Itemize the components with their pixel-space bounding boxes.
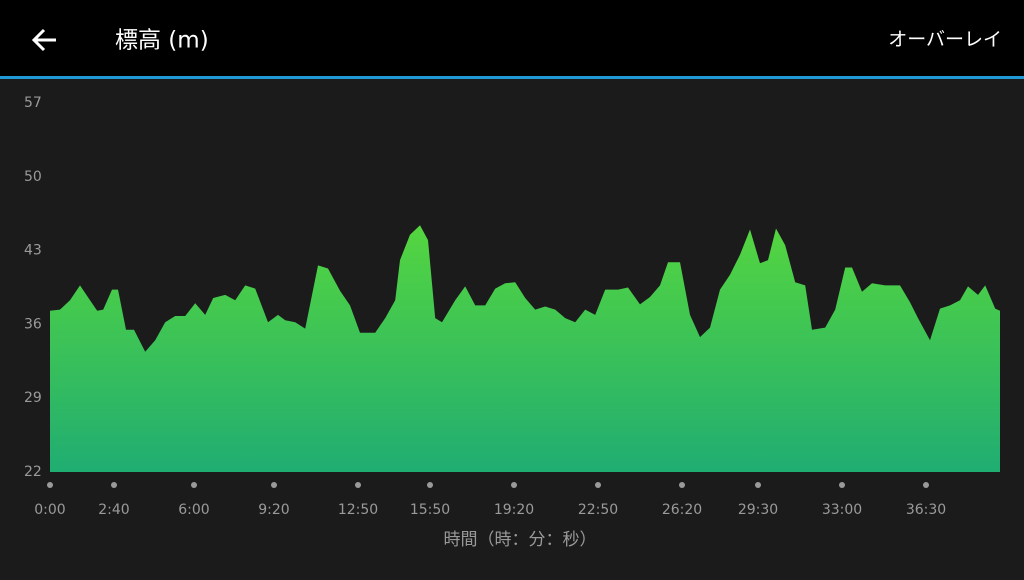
x-tick-dot (679, 482, 685, 488)
x-tick-label: 29:30 (738, 502, 778, 518)
y-tick-label: 29 (24, 390, 42, 406)
screen-title: 標高 (m) (115, 28, 209, 54)
y-tick-label: 50 (24, 169, 42, 185)
x-tick-dot (755, 482, 761, 488)
x-tick-label: 6:00 (178, 502, 209, 518)
x-tick-label: 22:50 (578, 502, 618, 518)
y-tick-label: 36 (24, 316, 42, 332)
x-tick-label: 12:50 (338, 502, 378, 518)
x-tick-dot (271, 482, 277, 488)
x-tick-label: 0:00 (34, 502, 65, 518)
elevation-area (50, 225, 1000, 472)
x-axis-title: 時間（時：分：秒） (444, 530, 597, 550)
y-tick-label: 57 (24, 95, 42, 111)
x-tick-dot (923, 482, 929, 488)
x-tick-label: 33:00 (822, 502, 862, 518)
x-tick-dot (595, 482, 601, 488)
x-tick-label: 36:30 (906, 502, 946, 518)
x-tick-dot (191, 482, 197, 488)
overlay-button[interactable]: オーバーレイ (888, 29, 1002, 51)
x-tick-dot (47, 482, 53, 488)
x-tick-dot (111, 482, 117, 488)
y-tick-label: 43 (24, 243, 42, 259)
app-bar (0, 0, 1024, 76)
y-tick-label: 22 (24, 464, 42, 480)
x-tick-label: 15:50 (410, 502, 450, 518)
back-button[interactable] (31, 28, 56, 52)
x-tick-label: 26:20 (662, 502, 702, 518)
x-tick-label: 9:20 (258, 502, 289, 518)
x-tick-dot (427, 482, 433, 488)
app-bar-accent (0, 76, 1024, 79)
x-tick-label: 19:20 (494, 502, 534, 518)
x-tick-dot (839, 482, 845, 488)
x-tick-dot (355, 482, 361, 488)
x-tick-label: 2:40 (98, 502, 129, 518)
x-tick-dot (511, 482, 517, 488)
